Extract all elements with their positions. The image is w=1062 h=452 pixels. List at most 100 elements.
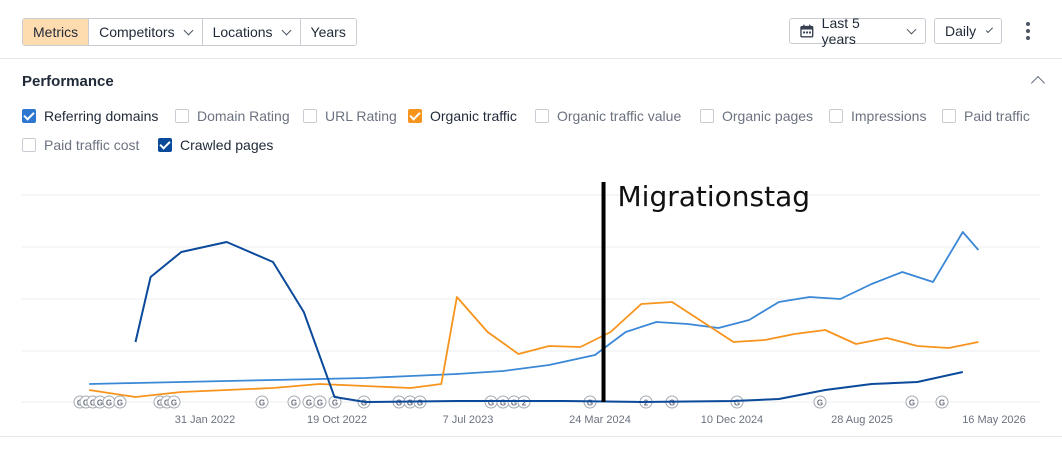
metric-organic-pages[interactable]: Organic pages xyxy=(700,107,813,125)
metric-impressions[interactable]: Impressions xyxy=(829,107,926,125)
checkbox-icon xyxy=(942,109,956,123)
metric-label: Paid traffic xyxy=(964,108,1030,124)
event-marker xyxy=(287,395,301,409)
metric-label: Paid traffic cost xyxy=(44,137,140,153)
x-tick-label: 16 May 2026 xyxy=(962,414,1026,426)
event-marker-label: G xyxy=(587,399,593,408)
event-marker xyxy=(813,395,827,409)
period-dropdown[interactable]: Last 5 years xyxy=(789,15,926,47)
event-marker-label: G xyxy=(500,399,506,408)
more-options-icon[interactable] xyxy=(1024,22,1032,40)
metric-label: Referring domains xyxy=(44,108,159,124)
annotation-label: Migrationstag xyxy=(618,180,811,213)
event-marker xyxy=(255,395,269,409)
section-title: Performance xyxy=(22,73,114,90)
toolbar: Metrics Competitors Locations Years Last… xyxy=(0,0,1062,59)
checkbox-icon xyxy=(158,138,172,152)
series-line xyxy=(88,296,979,398)
event-marker-label: G xyxy=(291,399,297,408)
chevron-down-icon xyxy=(281,25,291,35)
event-marker xyxy=(313,395,327,409)
metric-label: Organic traffic xyxy=(430,108,517,124)
divider xyxy=(0,436,1062,437)
view-switcher: Metrics Competitors Locations Years xyxy=(22,18,357,46)
event-marker-label: G xyxy=(417,399,423,408)
event-marker-label: G xyxy=(332,399,338,408)
metric-domain-rating[interactable]: Domain Rating xyxy=(175,107,290,125)
granularity-dropdown[interactable]: Daily xyxy=(934,18,1002,44)
x-tick-label: 28 Aug 2025 xyxy=(831,414,893,426)
event-marker-label: G xyxy=(106,399,112,408)
metric-label: Organic pages xyxy=(722,108,814,124)
event-marker-label: G xyxy=(909,399,915,408)
series-line xyxy=(134,241,964,403)
tab-locations-label: Locations xyxy=(212,24,273,40)
chevron-down-icon xyxy=(906,24,917,34)
event-marker-label: G xyxy=(157,399,163,408)
tab-locations[interactable]: Locations xyxy=(202,19,301,45)
checkbox-icon xyxy=(175,109,189,123)
event-marker-label: G xyxy=(407,399,413,408)
event-marker-label: G xyxy=(511,399,517,408)
checkbox-icon xyxy=(535,109,549,123)
event-marker-label: G xyxy=(669,399,675,408)
metric-paid-traffic-cost[interactable]: Paid traffic cost xyxy=(22,136,139,154)
event-marker-label: G xyxy=(817,399,823,408)
metric-label: Domain Rating xyxy=(197,108,290,124)
tab-competitors[interactable]: Competitors xyxy=(89,19,203,45)
event-marker xyxy=(113,395,127,409)
chevron-up-icon[interactable] xyxy=(1030,75,1046,91)
calendar-icon xyxy=(800,24,814,38)
metric-crawled-pages[interactable]: Crawled pages xyxy=(158,136,273,154)
x-tick-label: 7 Jul 2023 xyxy=(443,414,494,426)
tab-years[interactable]: Years xyxy=(300,19,356,45)
event-marker xyxy=(167,395,181,409)
tab-metrics-label: Metrics xyxy=(33,24,79,40)
event-marker-label: G xyxy=(734,399,740,408)
performance-chart: GGGGGGGGGGGGGGGGGGGGG2G2GGGGG31 Jan 2022… xyxy=(22,180,1040,426)
chevron-down-icon xyxy=(183,25,194,35)
event-marker-label: 2 xyxy=(644,399,649,408)
tab-metrics[interactable]: Metrics xyxy=(23,19,90,45)
event-marker-label: 2 xyxy=(522,399,527,408)
event-marker-label: G xyxy=(396,399,402,408)
metric-label: URL Rating xyxy=(325,108,397,124)
series-line xyxy=(89,231,980,385)
metric-referring-domains[interactable]: Referring domains xyxy=(22,107,158,125)
event-marker xyxy=(935,395,949,409)
event-marker-label: G xyxy=(117,399,123,408)
event-marker-label: G xyxy=(171,399,177,408)
chevron-down-icon xyxy=(986,25,994,33)
event-marker-label: G xyxy=(83,399,89,408)
period-label: Last 5 years xyxy=(821,15,860,47)
checkbox-icon xyxy=(22,138,36,152)
event-marker-label: G xyxy=(939,399,945,408)
checkbox-icon xyxy=(22,109,36,123)
checkbox-icon xyxy=(303,109,317,123)
metric-organic-traffic[interactable]: Organic traffic xyxy=(408,107,517,125)
x-tick-label: 24 Mar 2024 xyxy=(569,414,631,426)
x-tick-label: 10 Dec 2024 xyxy=(701,414,763,426)
event-marker-label: G xyxy=(259,399,265,408)
checkbox-icon xyxy=(829,109,843,123)
metric-url-rating[interactable]: URL Rating xyxy=(303,107,397,125)
tab-years-label: Years xyxy=(310,24,346,40)
event-marker xyxy=(905,395,919,409)
event-marker-label: G xyxy=(97,399,103,408)
checkbox-icon xyxy=(700,109,714,123)
metric-organic-traffic-value[interactable]: Organic traffic value xyxy=(535,107,681,125)
x-tick-label: 31 Jan 2022 xyxy=(175,414,236,426)
metric-label: Crawled pages xyxy=(180,137,274,153)
event-marker-label: G xyxy=(488,399,494,408)
x-tick-label: 19 Oct 2022 xyxy=(307,414,367,426)
event-marker-label: G xyxy=(306,399,312,408)
metric-label: Organic traffic value xyxy=(557,108,682,124)
tab-competitors-label: Competitors xyxy=(99,24,175,40)
event-marker-label: G xyxy=(361,399,367,408)
checkbox-icon xyxy=(408,109,422,123)
metric-paid-traffic[interactable]: Paid traffic xyxy=(942,107,1030,125)
event-marker-label: G xyxy=(317,399,323,408)
granularity-label: Daily xyxy=(945,23,977,39)
event-marker-label: G xyxy=(164,399,170,408)
event-marker-label: G xyxy=(90,399,96,408)
